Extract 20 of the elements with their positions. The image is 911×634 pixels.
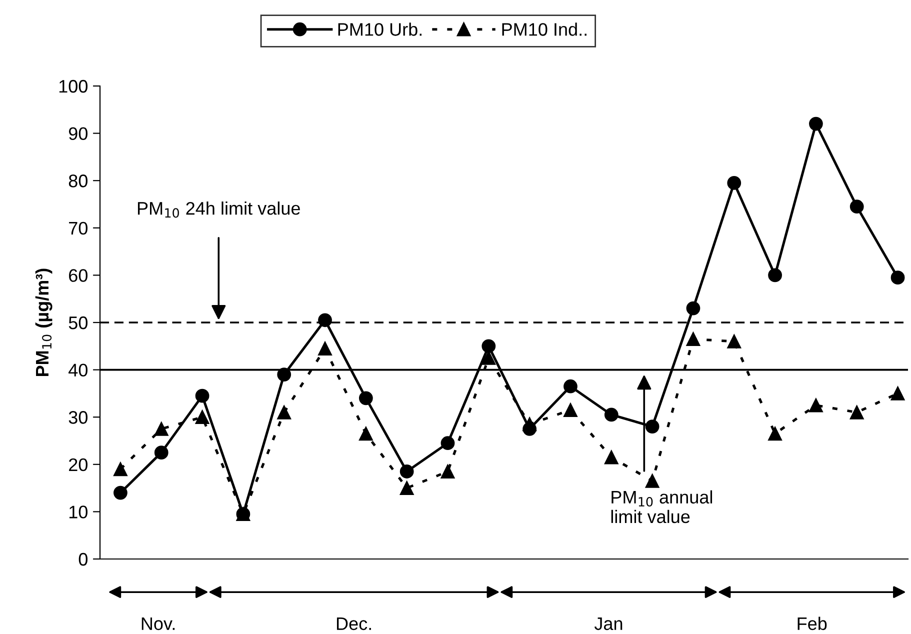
y-axis-title: PM$_{10}$ (µg/m³) bbox=[35, 268, 52, 376]
y-tick-label: 60 bbox=[69, 269, 88, 282]
ref-line-label: PM$_{10}$ 24h limit value bbox=[138, 202, 300, 218]
text: Nov. bbox=[142, 617, 175, 630]
legend-label: PM10 Ind.. bbox=[502, 22, 586, 36]
y-tick-label: 10 bbox=[69, 506, 88, 518]
y-tick-label: 0 bbox=[78, 552, 88, 566]
text: Dec. bbox=[336, 617, 371, 630]
y-tick-label: 100 bbox=[59, 80, 88, 93]
y-tick-label: 70 bbox=[69, 222, 88, 235]
text: Jan bbox=[594, 617, 622, 630]
y-tick-label: 90 bbox=[68, 127, 88, 140]
y-tick-label: 30 bbox=[68, 411, 88, 424]
text: Feb bbox=[798, 616, 827, 630]
y-tick-label: 80 bbox=[68, 174, 88, 188]
y-tick-label: 20 bbox=[69, 458, 88, 472]
y-tick-label: 40 bbox=[68, 364, 88, 377]
ref-line-label: PM$_{10}$ annual limit value bbox=[611, 490, 712, 524]
y-tick-label: 50 bbox=[68, 316, 88, 330]
legend-label: PM10 Urb. bbox=[338, 22, 422, 36]
